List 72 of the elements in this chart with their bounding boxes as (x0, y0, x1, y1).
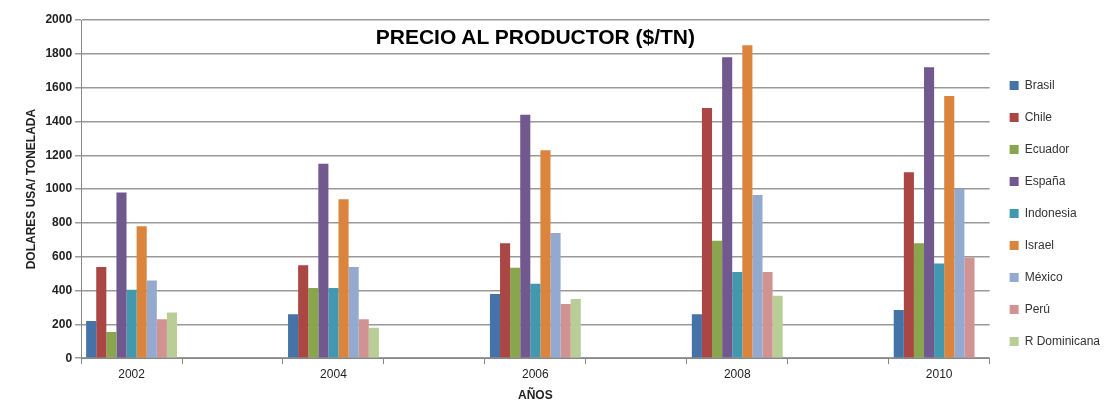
x-tick-label: 2002 (118, 366, 146, 381)
legend-label: Israel (1024, 237, 1054, 252)
bar (540, 150, 551, 358)
bar (298, 265, 309, 358)
bar (691, 314, 702, 358)
bar (954, 189, 965, 358)
x-tick-label: 2006 (522, 366, 550, 381)
y-tick-label: 200 (52, 316, 73, 331)
x-tick-label: 2010 (925, 366, 953, 381)
bar (570, 299, 581, 358)
legend-label: Brasil (1024, 77, 1055, 92)
legend-label: México (1024, 269, 1063, 284)
bar (126, 289, 137, 358)
y-tick-label: 400 (52, 282, 73, 297)
legend-label: Ecuador (1024, 141, 1070, 156)
legend-label: Indonesia (1024, 205, 1078, 220)
bar (934, 263, 945, 358)
bar (166, 312, 177, 358)
bar (510, 267, 521, 358)
bar (944, 96, 955, 358)
bar (338, 199, 349, 358)
x-tick-label: 2008 (723, 366, 751, 381)
bar (772, 295, 783, 358)
chart-title: PRECIO AL PRODUCTOR ($/TN) (375, 24, 696, 48)
bar (762, 271, 773, 358)
bar (964, 257, 975, 358)
bar (550, 233, 561, 358)
bar (116, 192, 127, 358)
bar (106, 331, 117, 358)
bar (742, 45, 753, 358)
bar (913, 243, 925, 358)
bar (903, 172, 914, 358)
y-tick-label: 1200 (45, 147, 73, 162)
bar (308, 288, 319, 358)
y-tick-label: 1800 (45, 46, 73, 61)
y-tick-label: 1600 (45, 79, 73, 94)
bar (136, 226, 147, 358)
bar (318, 163, 329, 358)
bar (368, 327, 379, 358)
bar (328, 288, 339, 358)
bar (722, 57, 733, 358)
bar (489, 293, 501, 358)
y-tick-label: 800 (52, 215, 73, 230)
legend-label: R Dominicana (1024, 333, 1101, 348)
y-tick-label: 1000 (45, 181, 73, 196)
bar (530, 283, 541, 358)
bar (96, 266, 107, 358)
y-tick-label: 600 (52, 249, 73, 264)
bar (156, 319, 167, 358)
y-axis-title: DOLARES USA/ TONELADA (23, 108, 38, 270)
bar (893, 310, 904, 358)
bar (348, 266, 359, 358)
legend-label: España (1024, 173, 1066, 188)
bar (712, 240, 723, 358)
bar (358, 319, 369, 358)
bar (520, 114, 531, 358)
bar (924, 67, 935, 358)
legend-label: Perú (1024, 301, 1050, 316)
legend-label: Chile (1024, 109, 1053, 124)
bar (560, 304, 571, 358)
x-tick-label: 2004 (320, 366, 348, 381)
bar (146, 280, 157, 358)
x-axis-title: AÑOS (518, 387, 553, 403)
bar (288, 314, 299, 358)
bar (701, 107, 713, 358)
y-tick-label: 2000 (45, 12, 73, 27)
bar (500, 243, 511, 358)
bar (752, 195, 763, 358)
bar (86, 321, 97, 358)
bar (732, 271, 743, 358)
y-tick-label: 0 (65, 350, 73, 365)
y-tick-label: 1400 (45, 113, 73, 128)
